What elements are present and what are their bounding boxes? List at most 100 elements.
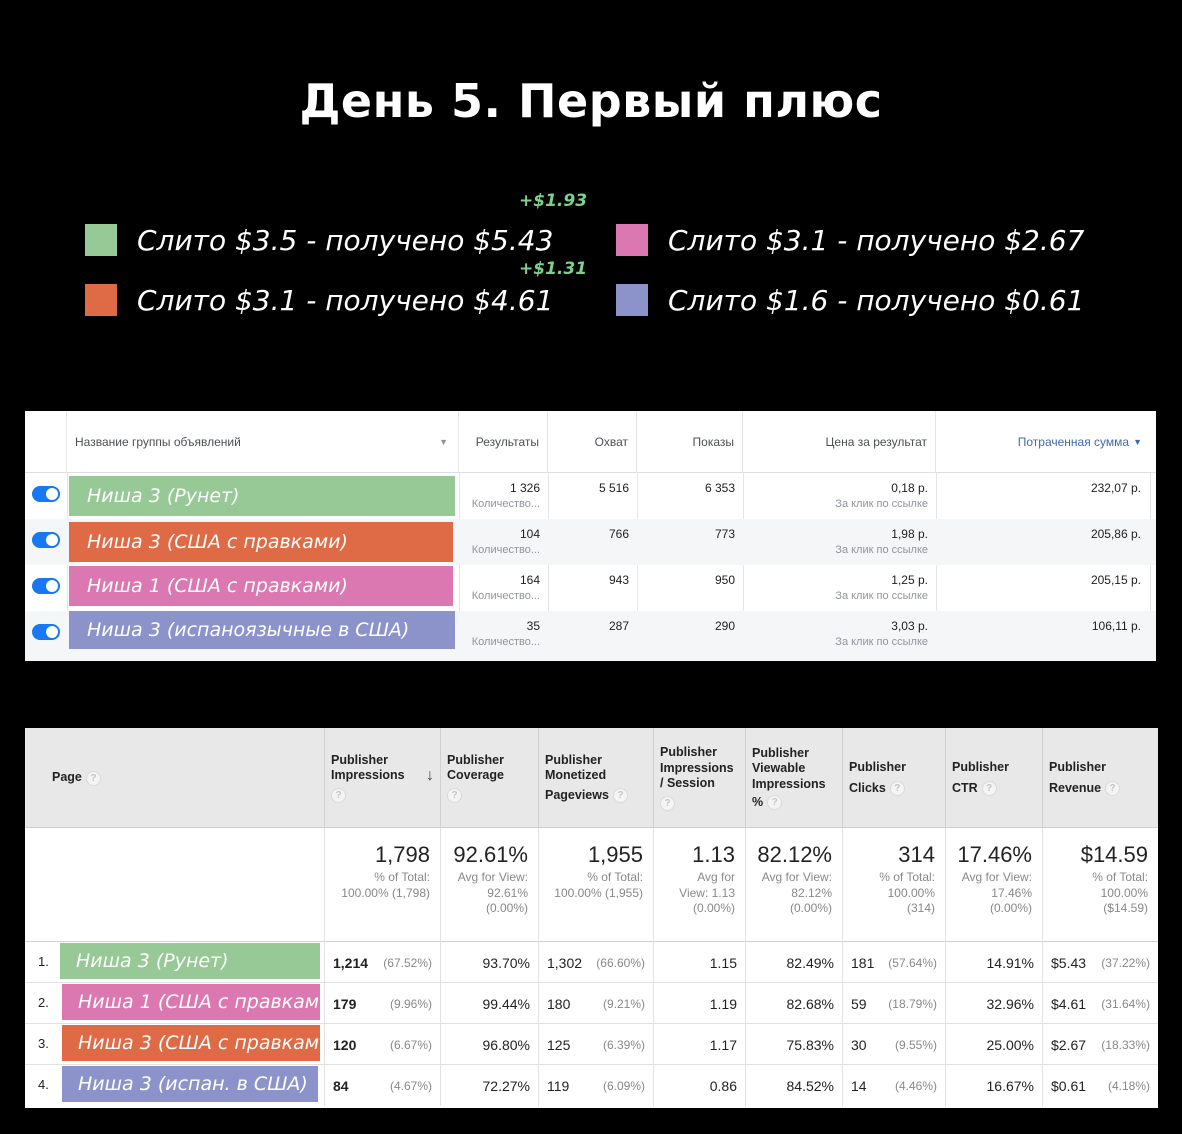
impressions-cell: 950 (714, 573, 735, 587)
column-header-viewable[interactable]: Publisher Viewable Impressions %? (745, 728, 842, 828)
cost-cell: 1,25 р. За клик по ссылке (835, 573, 928, 602)
row-index: 2. (38, 995, 49, 1010)
ad-set-row[interactable]: Ниша 3 (Рунет) 1 326 Количество... 5 516 … (25, 473, 1156, 519)
cost-cell: 0,18 р. За клик по ссылке (835, 481, 928, 510)
column-header-coverage[interactable]: Publisher Coverage ? (440, 728, 538, 828)
ad-set-toggle[interactable] (32, 624, 60, 640)
impressions-cell: 179 (9.96%) (324, 983, 440, 1024)
impressions-cell: 290 (714, 619, 735, 633)
page-title: День 5. Первый плюс (299, 74, 883, 128)
column-header-name[interactable]: Название группы объявлений ▼ (67, 411, 459, 473)
ad-set-toggle[interactable] (32, 486, 60, 502)
help-icon[interactable]: ? (889, 780, 905, 796)
page-link[interactable]: Ниша 3 (испан. в США) (62, 1066, 318, 1102)
help-icon[interactable]: ? (1105, 780, 1121, 796)
column-header-pageviews[interactable]: Publisher Monetized Pageviews? (538, 728, 653, 828)
total-coverage: 92.61% Avg for View: 92.61% (0.00%) (440, 828, 538, 942)
total-impressions-per-session: 1.13 Avg for View: 1.13 (0.00%) (653, 828, 745, 942)
page-link[interactable]: Ниша 3 (Рунет) (60, 943, 320, 979)
column-header-impressions[interactable]: Publisher Impressions ? ↓ (324, 728, 440, 828)
column-header-page[interactable]: Page? (25, 728, 324, 828)
column-header-reach[interactable]: Охват (548, 411, 637, 473)
ad-sets-table-header: Название группы объявлений ▼ Результаты … (25, 411, 1156, 473)
results-cell: 104 Количество... (471, 527, 540, 556)
legend-item-4: Слито $1.6 - получено $0.61 (616, 280, 1084, 320)
help-icon[interactable]: ? (331, 787, 346, 803)
total-impressions: 1,798 % of Total: 100.00% (1,798) (324, 828, 440, 942)
sort-caret-icon[interactable]: ▼ (1133, 437, 1142, 447)
legend-item-1: Слито $3.5 - получено $5.43 (85, 220, 553, 260)
impressions-per-session-cell: 1.19 (653, 983, 745, 1024)
column-header-impressions-per-session[interactable]: Publisher Impressions / Session ? (653, 728, 745, 828)
ad-set-name[interactable]: Ниша 3 (Рунет) (69, 476, 455, 516)
table-row[interactable]: 3. Ниша 3 (США с правками) 120 (6.67%) 96… (25, 1024, 1158, 1065)
ad-set-name[interactable]: Ниша 1 (США с правками) (69, 566, 453, 606)
clicks-cell: 30 (9.55%) (842, 1024, 945, 1065)
legend-swatch-purple (616, 284, 648, 316)
page-link[interactable]: Ниша 1 (США с правками) (62, 984, 320, 1020)
ad-set-row[interactable]: Ниша 3 (испаноязычные в США) 35 Количеств… (25, 611, 1156, 661)
ctr-cell: 14.91% (945, 942, 1042, 983)
column-header-spent[interactable]: Потраченная сумма ▼ (1017, 435, 1142, 449)
column-header-revenue[interactable]: Publisher Revenue? (1042, 728, 1158, 828)
column-header-clicks[interactable]: Publisher Clicks? (842, 728, 945, 828)
ad-set-row[interactable]: Ниша 3 (США с правками) 104 Количество...… (25, 519, 1156, 565)
total-viewable: 82.12% Avg for View: 82.12% (0.00%) (745, 828, 842, 942)
ad-set-name[interactable]: Ниша 3 (США с правками) (69, 522, 453, 562)
table-row[interactable]: 2. Ниша 1 (США с правками) 179 (9.96%) 99… (25, 983, 1158, 1024)
sort-descending-icon[interactable]: ↓ (426, 767, 434, 784)
help-icon[interactable]: ? (85, 770, 101, 786)
page-link[interactable]: Ниша 3 (США с правками) (62, 1025, 320, 1061)
impressions-per-session-cell: 0.86 (653, 1065, 745, 1106)
ad-set-toggle[interactable] (32, 578, 60, 594)
revenue-cell: $4.61 (31.64%) (1042, 983, 1158, 1024)
spent-cell: 232,07 р. (1090, 481, 1141, 495)
legend-gain-1: +$1.93 (519, 191, 588, 211)
help-icon[interactable]: ? (612, 787, 628, 803)
toggle-column-header (25, 411, 67, 473)
legend-item-2: Слито $3.1 - получено $4.61 (85, 280, 553, 320)
impressions-per-session-cell: 1.17 (653, 1024, 745, 1065)
help-icon[interactable]: ? (981, 780, 997, 796)
total-ctr: 17.46% Avg for View: 17.46% (0.00%) (945, 828, 1042, 942)
revenue-cell: $5.43 (37.22%) (1042, 942, 1158, 983)
ctr-cell: 32.96% (945, 983, 1042, 1024)
legend-label: Слито $3.5 - получено $5.43 (137, 223, 554, 257)
ad-set-row[interactable]: Ниша 1 (США с правками) 164 Количество...… (25, 565, 1156, 611)
cost-cell: 1,98 р. За клик по ссылке (835, 527, 928, 556)
revenue-cell: $0.61 (4.18%) (1042, 1065, 1158, 1106)
caret-down-icon[interactable]: ▼ (439, 437, 448, 447)
legend-swatch-pink (616, 224, 648, 256)
spent-cell: 106,11 р. (1091, 619, 1141, 633)
ad-set-toggle[interactable] (32, 532, 60, 548)
reach-cell: 766 (608, 527, 629, 541)
ctr-cell: 25.00% (945, 1024, 1042, 1065)
ad-sets-table: Название группы объявлений ▼ Результаты … (25, 411, 1156, 661)
legend-label: Слито $1.6 - получено $0.61 (668, 283, 1085, 317)
column-header-impressions[interactable]: Показы (637, 411, 743, 473)
help-icon[interactable]: ? (660, 795, 675, 811)
legend-swatch-orange (85, 284, 117, 316)
publisher-report-header: Page? Publisher Impressions ? ↓ Publishe… (25, 728, 1158, 828)
column-header-cost-per-result[interactable]: Цена за результат (743, 411, 936, 473)
coverage-cell: 72.27% (440, 1065, 538, 1106)
reach-cell: 287 (608, 619, 629, 633)
row-index: 1. (38, 954, 49, 969)
revenue-cell: $2.67 (18.33%) (1042, 1024, 1158, 1065)
legend-item-3: Слито $3.1 - получено $2.67 (616, 220, 1084, 260)
impressions-cell: 6 353 (704, 481, 735, 495)
results-cell: 1 326 Количество... (471, 481, 540, 510)
column-header-ctr[interactable]: Publisher CTR? (945, 728, 1042, 828)
table-row[interactable]: 4. Ниша 3 (испан. в США) 84 (4.67%) 72.27… (25, 1065, 1158, 1106)
row-index: 3. (38, 1036, 49, 1051)
coverage-cell: 93.70% (440, 942, 538, 983)
help-icon[interactable]: ? (447, 787, 462, 803)
clicks-cell: 14 (4.46%) (842, 1065, 945, 1106)
table-row[interactable]: 1. Ниша 3 (Рунет) 1,214 (67.52%) 93.70% 1… (25, 942, 1158, 983)
totals-row: 1,798 % of Total: 100.00% (1,798) 92.61%… (25, 828, 1158, 942)
help-icon[interactable]: ? (767, 795, 783, 811)
column-header-results[interactable]: Результаты (459, 411, 548, 473)
ad-set-name[interactable]: Ниша 3 (испаноязычные в США) (69, 611, 455, 649)
publisher-report-table: Page? Publisher Impressions ? ↓ Publishe… (25, 728, 1158, 1108)
viewable-cell: 82.49% (745, 942, 842, 983)
